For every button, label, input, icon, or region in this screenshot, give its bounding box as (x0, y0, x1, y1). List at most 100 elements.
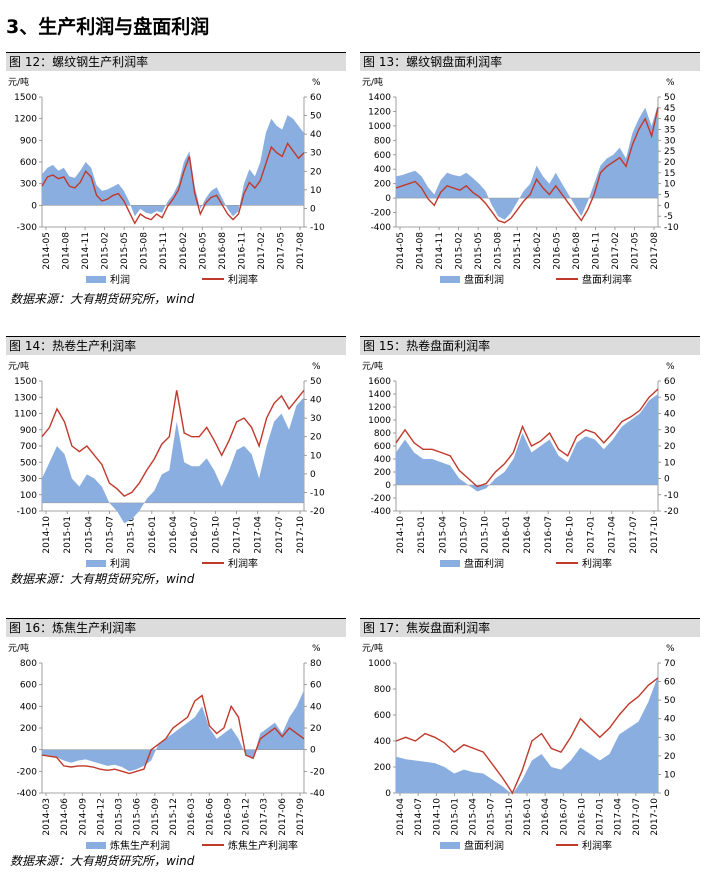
y-tick-label: 200 (374, 180, 391, 190)
y2-tick-label: 5 (664, 191, 670, 201)
legend-label: 盘面利润率 (582, 273, 632, 286)
left-axis-unit: 元/吨 (362, 360, 383, 372)
y2-tick-label: -20 (664, 507, 679, 517)
x-tick-label: 2016-04 (541, 798, 551, 836)
y2-tick-label: 80 (310, 659, 322, 669)
y-tick-label: 600 (374, 711, 391, 721)
x-tick-label: 2016-11 (591, 232, 601, 270)
right-axis-unit: % (312, 78, 321, 88)
x-tick-label: 2017-01 (587, 516, 597, 554)
legend-label: 利润率 (582, 557, 612, 570)
legend-label: 利润 (110, 273, 130, 286)
y2-tick-label: 40 (310, 130, 322, 140)
x-tick-label: 2017-01 (596, 798, 606, 836)
y-tick-label: 0 (385, 194, 391, 204)
chart-title: 图 16：炼焦生产利润率 (6, 618, 346, 637)
y-tick-label: 1400 (368, 390, 391, 400)
y2-tick-label: 20 (664, 752, 676, 762)
source-note: 数据来源：大有期货研究所，wind (10, 572, 195, 586)
y2-tick-label: 70 (664, 659, 676, 669)
x-tick-label: 2014-10 (42, 516, 52, 554)
y2-tick-label: 40 (310, 396, 322, 406)
y-tick-label: 1200 (368, 403, 391, 413)
chart-panel-fig15: 图 15：热卷盘面利润率 元/吨% -400 -200 0 200 400 600 800 10… (360, 336, 700, 576)
y-tick-label: 300 (20, 180, 37, 190)
y-tick-label: -200 (17, 767, 38, 777)
y2-tick-label: 50 (664, 93, 676, 103)
x-tick-label: 2016-04 (523, 516, 533, 554)
y2-tick-label: 50 (310, 112, 322, 122)
legend-label: 盘面利润 (464, 839, 504, 852)
x-tick-label: 2014-05 (42, 232, 52, 270)
y-tick-label: -200 (371, 209, 392, 219)
y-tick-label: 1200 (14, 115, 37, 125)
chart-fig17: 元/吨 % 0 200 400 600 800 1000 0 10 20 30 40 50 60 70 2014… (362, 642, 676, 852)
y2-tick-label: -10 (664, 223, 679, 233)
x-tick-label: 2017-09 (296, 798, 306, 836)
y-tick-label: -200 (371, 494, 392, 504)
legend-swatch-area (86, 560, 106, 567)
area-series-利润 (42, 397, 304, 524)
x-tick-label: 2017-01 (233, 516, 243, 554)
x-tick-label: 2017-04 (614, 798, 624, 836)
x-tick-label: 2017-02 (611, 232, 621, 270)
x-tick-label: 2015-10 (127, 516, 137, 554)
x-tick-label: 2014-06 (60, 798, 70, 836)
x-tick-label: 2015-08 (140, 232, 150, 270)
y-tick-label: 1000 (368, 659, 391, 669)
legend-label: 利润率 (582, 839, 612, 852)
y2-tick-label: -10 (310, 488, 325, 498)
area-series-盘面利润 (396, 104, 658, 220)
y2-tick-label: 20 (310, 433, 322, 443)
y-tick-label: 1200 (368, 107, 391, 117)
x-tick-label: 2014-08 (416, 232, 426, 270)
legend-swatch-area (86, 842, 106, 849)
y2-tick-label: 30 (310, 414, 322, 424)
x-tick-label: 2016-04 (169, 516, 179, 554)
x-tick-label: 2015-04 (469, 798, 479, 836)
chart-fig13: 元/吨 %-400-2000200400600800100012001400-10… (362, 76, 679, 286)
x-tick-label: 2015-04 (438, 516, 448, 554)
x-tick-label: 2016-09 (223, 798, 233, 836)
y2-tick-label: 10 (310, 186, 322, 196)
x-tick-label: 2016-12 (242, 798, 252, 836)
y-tick-label: 400 (374, 737, 391, 747)
y2-tick-label: 35 (664, 126, 675, 136)
x-tick-label: 2017-08 (296, 232, 306, 270)
x-tick-label: 2017-10 (650, 516, 660, 554)
y2-tick-label: 50 (664, 696, 676, 706)
y2-tick-label: 20 (664, 158, 676, 168)
legend-label: 利润率 (228, 273, 258, 286)
y2-tick-label: 40 (664, 410, 676, 420)
y-tick-label: 300 (20, 475, 37, 485)
y-tick-label: 0 (385, 481, 391, 491)
y-tick-label: 1500 (14, 377, 37, 387)
x-tick-label: 2014-10 (396, 516, 406, 554)
x-tick-label: 2015-10 (481, 516, 491, 554)
chart-fig14: 元/吨 %-100100300500700900110013001500-20-1… (8, 360, 325, 570)
x-tick-label: 2017-07 (275, 516, 285, 554)
y2-tick-label: 20 (310, 724, 322, 734)
chart-title: 图 14：热卷生产利润率 (6, 336, 346, 355)
x-tick-label: 2015-06 (133, 798, 143, 836)
area-series-盘面利润 (396, 394, 658, 492)
x-tick-label: 2016-01 (148, 516, 158, 554)
y2-tick-label: 10 (664, 180, 676, 190)
y-tick-label: -300 (17, 223, 38, 233)
x-tick-label: 2015-11 (159, 232, 169, 270)
x-tick-label: 2017-04 (254, 516, 264, 554)
x-tick-label: 2014-04 (396, 798, 406, 836)
chart-panel-fig14: 图 14：热卷生产利润率 元/吨% -100 100 300 500 700 900 1100… (6, 336, 346, 576)
y-tick-label: 1000 (368, 122, 391, 132)
legend-label: 利润 (110, 557, 130, 570)
left-axis-unit: 元/吨 (8, 360, 29, 372)
x-tick-label: 2017-08 (650, 232, 660, 270)
y-tick-label: 1400 (368, 93, 391, 103)
x-tick-label: 2016-01 (502, 516, 512, 554)
chart-title: 图 17：焦炭盘面利润率 (360, 618, 700, 637)
y2-tick-label: 30 (664, 733, 676, 743)
y2-tick-label: 60 (310, 93, 322, 103)
right-axis-unit: % (666, 644, 675, 654)
x-tick-label: 2015-02 (455, 232, 465, 270)
legend-label: 利润率 (228, 557, 258, 570)
